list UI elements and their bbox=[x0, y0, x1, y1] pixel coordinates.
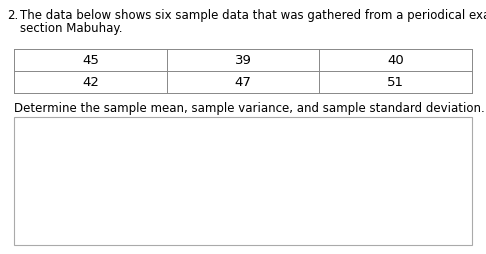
Text: 2.: 2. bbox=[7, 9, 18, 22]
Text: 45: 45 bbox=[82, 54, 99, 67]
Text: Determine the sample mean, sample variance, and sample standard deviation. (20 p: Determine the sample mean, sample varian… bbox=[14, 102, 486, 115]
Text: The data below shows six sample data that was gathered from a periodical exam of: The data below shows six sample data tha… bbox=[20, 9, 486, 22]
Text: 42: 42 bbox=[82, 76, 99, 89]
Text: section Mabuhay.: section Mabuhay. bbox=[20, 22, 122, 35]
Text: 51: 51 bbox=[387, 76, 404, 89]
Text: 39: 39 bbox=[235, 54, 251, 67]
Text: 47: 47 bbox=[235, 76, 251, 89]
Text: 40: 40 bbox=[387, 54, 404, 67]
Bar bbox=[14, 118, 472, 245]
